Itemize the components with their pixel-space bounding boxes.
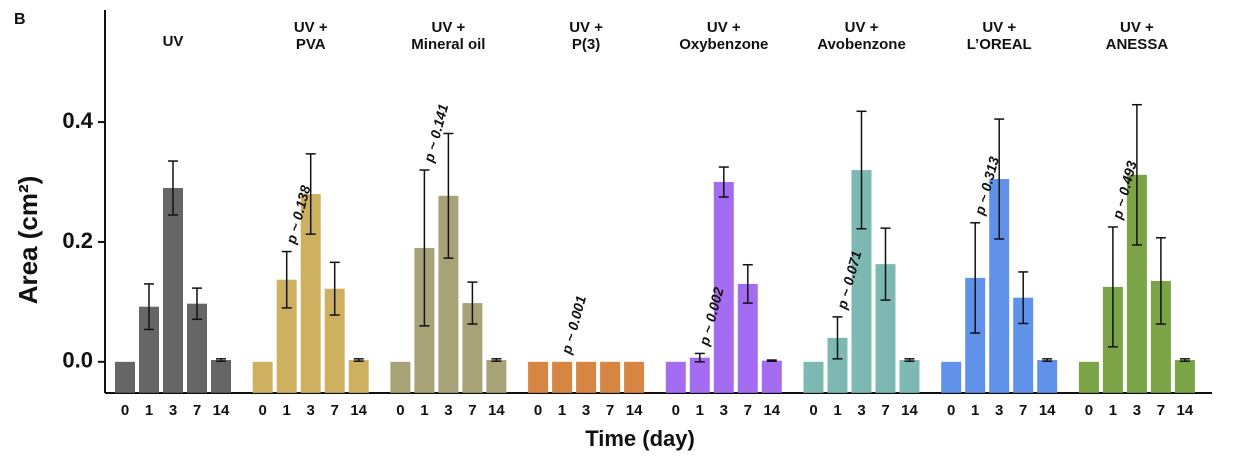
bar (552, 361, 573, 393)
x-tick-label: 14 (213, 402, 230, 419)
bar (187, 303, 207, 393)
bar (576, 361, 597, 393)
group-label: L’OREAL (967, 36, 1032, 53)
bar (438, 195, 459, 393)
x-tick-label: 3 (857, 402, 865, 419)
x-tick-label: 7 (1157, 402, 1165, 419)
bar (875, 264, 896, 393)
bar (713, 182, 734, 393)
x-tick-label: 14 (350, 402, 367, 419)
bar (941, 361, 962, 393)
x-tick-label: 1 (283, 402, 291, 419)
bar (665, 361, 686, 393)
x-tick-label: 3 (582, 402, 590, 419)
bar (624, 361, 645, 393)
x-tick-label: 3 (444, 402, 452, 419)
group-label: UV + (432, 19, 466, 36)
x-tick-label: 7 (881, 402, 889, 419)
bar (989, 179, 1010, 393)
x-tick-label: 1 (971, 402, 979, 419)
bar (803, 361, 824, 393)
bar (965, 277, 986, 393)
x-tick-label: 0 (534, 402, 542, 419)
panel-label: B (14, 11, 26, 28)
x-tick-label: 3 (1133, 402, 1141, 419)
group-label: UV (163, 33, 184, 50)
bar (390, 361, 411, 393)
group-label: UV + (569, 19, 603, 36)
group-label: UV + (1120, 19, 1154, 36)
bar (300, 194, 321, 393)
x-tick-label: 3 (995, 402, 1003, 419)
x-tick-label: 14 (626, 402, 643, 419)
bar (1150, 280, 1171, 393)
x-tick-label: 1 (420, 402, 428, 419)
bar (761, 360, 782, 393)
bar (462, 303, 483, 393)
group-label: Oxybenzone (679, 36, 768, 53)
group-label: P(3) (572, 36, 600, 53)
bar (1126, 174, 1147, 393)
x-tick-label: 0 (1085, 402, 1093, 419)
x-tick-label: 1 (145, 402, 153, 419)
group-label: Avobenzone (817, 36, 906, 53)
x-axis-label: Time (day) (585, 426, 695, 451)
y-tick-label: 0.2 (62, 228, 93, 253)
x-tick-label: 7 (606, 402, 614, 419)
x-tick-label: 7 (744, 402, 752, 419)
x-tick-label: 0 (396, 402, 404, 419)
bar (115, 361, 135, 393)
group-label: PVA (296, 36, 326, 53)
x-tick-label: 7 (193, 402, 201, 419)
bar (211, 360, 231, 393)
x-tick-label: 7 (331, 402, 339, 419)
bar (252, 361, 273, 393)
x-tick-label: 3 (307, 402, 315, 419)
x-tick-label: 1 (558, 402, 566, 419)
x-tick-label: 3 (169, 402, 177, 419)
x-tick-label: 14 (488, 402, 505, 419)
y-tick-label: 0.0 (62, 348, 93, 373)
x-tick-label: 7 (1019, 402, 1027, 419)
bar (827, 337, 848, 393)
bar (1078, 361, 1099, 393)
bar (1013, 297, 1034, 393)
x-tick-label: 14 (763, 402, 780, 419)
group-label: UV + (845, 19, 879, 36)
bar (851, 170, 872, 393)
bar (689, 357, 710, 393)
bar (528, 361, 549, 393)
group-label: UV + (707, 19, 741, 36)
p-value-annotation: p ~ 0.001 (558, 294, 589, 357)
group-label: Mineral oil (411, 36, 485, 53)
x-tick-label: 0 (947, 402, 955, 419)
x-tick-label: 0 (809, 402, 817, 419)
y-axis-label: Area (cm²) (13, 176, 43, 305)
bar (486, 360, 507, 393)
x-tick-label: 0 (672, 402, 680, 419)
x-tick-label: 1 (833, 402, 841, 419)
bar (1037, 360, 1058, 393)
x-tick-label: 0 (121, 402, 129, 419)
group-label: ANESSA (1106, 36, 1169, 53)
y-tick-label: 0.4 (62, 108, 93, 133)
bar (348, 360, 369, 393)
bar (1174, 360, 1195, 393)
x-tick-label: 0 (259, 402, 267, 419)
x-tick-label: 7 (468, 402, 476, 419)
x-tick-label: 14 (1177, 402, 1194, 419)
x-tick-label: 14 (901, 402, 918, 419)
x-tick-label: 1 (1109, 402, 1117, 419)
x-tick-label: 3 (720, 402, 728, 419)
bar (899, 360, 920, 393)
bar (163, 188, 183, 393)
group-label: UV + (294, 19, 328, 36)
x-tick-label: 1 (696, 402, 704, 419)
bar (737, 283, 758, 393)
group-label: UV + (982, 19, 1016, 36)
bar (139, 306, 159, 393)
bar (600, 361, 621, 393)
x-tick-label: 14 (1039, 402, 1056, 419)
